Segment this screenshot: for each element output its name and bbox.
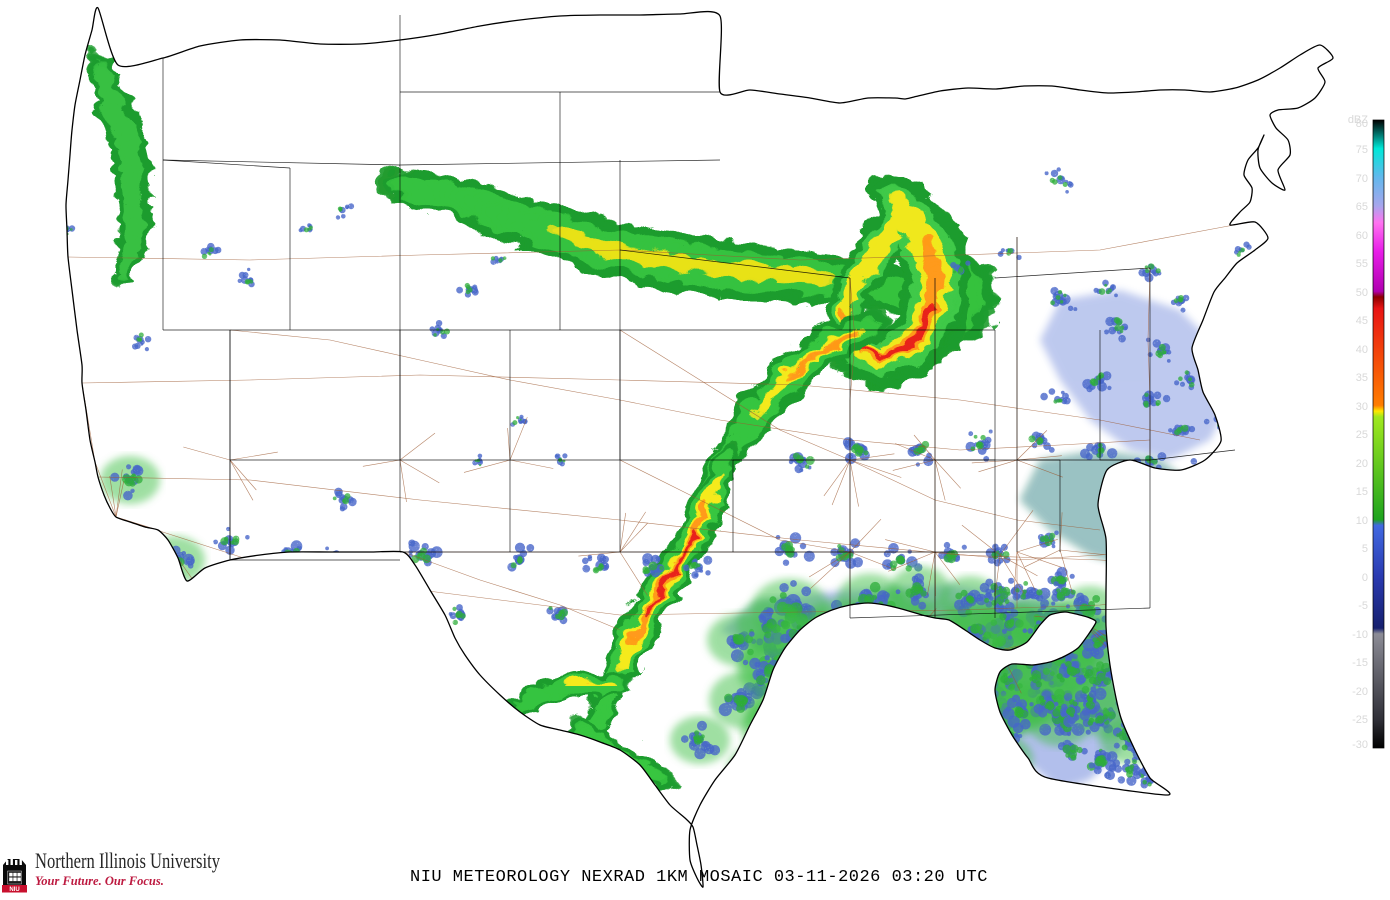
svg-text:NIU METEOROLOGY NEXRAD 1KM MOS: NIU METEOROLOGY NEXRAD 1KM MOSAIC 03-11-… [410,868,988,887]
svg-text:NIU: NIU [9,887,19,893]
svg-text:20: 20 [1356,458,1368,470]
svg-text:75: 75 [1356,144,1368,156]
svg-text:50: 50 [1356,287,1368,299]
svg-text:10: 10 [1356,515,1368,527]
svg-text:Northern Illinois University: Northern Illinois University [35,848,220,873]
svg-text:25: 25 [1356,429,1368,441]
svg-text:0: 0 [1362,572,1368,584]
svg-text:-25: -25 [1352,714,1368,726]
svg-text:30: 30 [1356,401,1368,413]
svg-text:5: 5 [1362,543,1368,555]
svg-text:-30: -30 [1352,739,1368,751]
svg-text:40: 40 [1356,344,1368,356]
svg-text:-15: -15 [1352,657,1368,669]
svg-text:15: 15 [1356,486,1368,498]
svg-text:60: 60 [1356,230,1368,242]
svg-text:-5: -5 [1358,600,1368,612]
svg-text:65: 65 [1356,201,1368,213]
svg-text:Your Future. Our Focus.: Your Future. Our Focus. [35,874,164,888]
svg-text:-20: -20 [1352,686,1368,698]
svg-text:70: 70 [1356,173,1368,185]
svg-text:55: 55 [1356,258,1368,270]
svg-text:-10: -10 [1352,629,1368,641]
svg-text:35: 35 [1356,372,1368,384]
svg-text:80: 80 [1356,118,1368,130]
svg-text:45: 45 [1356,315,1368,327]
